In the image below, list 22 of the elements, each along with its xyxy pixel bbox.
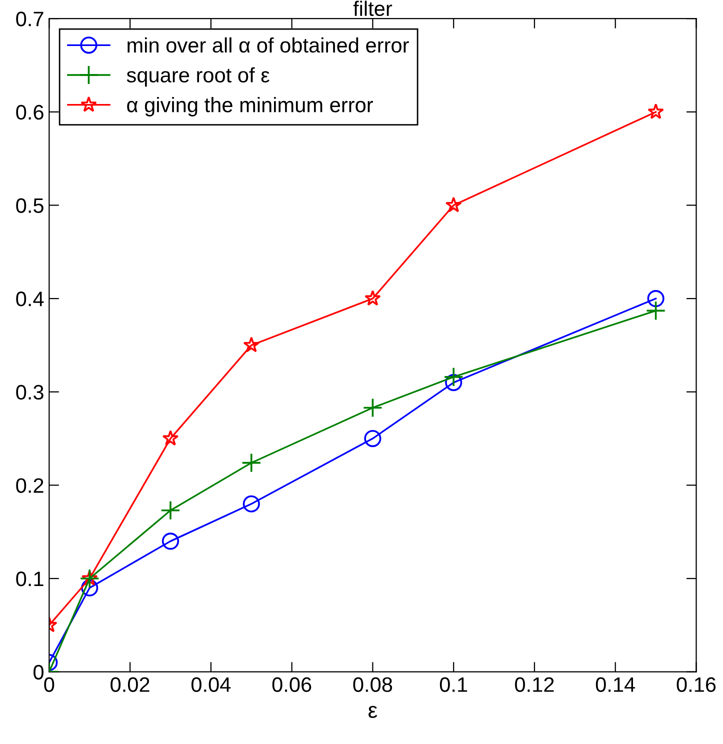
y-tick-label: 0.4 — [16, 292, 44, 306]
y-tick-label: 0.2 — [16, 478, 44, 493]
y-tick-label: 0.7 — [16, 12, 44, 26]
x-tick-label: 0.04 — [191, 677, 231, 692]
x-tick-label: 0.12 — [515, 677, 554, 692]
legend-label: square root of ε — [126, 67, 270, 87]
x-tick-label: 0.14 — [596, 677, 636, 692]
chart-title: filter — [353, 0, 392, 16]
legend-label: min over all α of obtained error — [128, 37, 409, 53]
x-tick-label: 0 — [44, 677, 54, 692]
legend-label: α giving the minimum error — [127, 97, 373, 116]
y-tick-label: 0.1 — [16, 572, 44, 586]
x-tick-label: 0.16 — [676, 677, 716, 692]
y-tick-label: 0.3 — [16, 384, 44, 400]
x-tick-label: 0.06 — [272, 677, 312, 692]
x-tick-label: 0.1 — [440, 677, 468, 692]
y-tick-label: 0.5 — [16, 198, 44, 213]
x-axis-title: ε — [368, 706, 378, 718]
y-tick-label: 0.6 — [16, 104, 44, 120]
y-tick-label: 0 — [34, 664, 44, 680]
x-tick-label: 0.02 — [110, 677, 150, 692]
x-tick-label: 0.08 — [353, 677, 392, 692]
